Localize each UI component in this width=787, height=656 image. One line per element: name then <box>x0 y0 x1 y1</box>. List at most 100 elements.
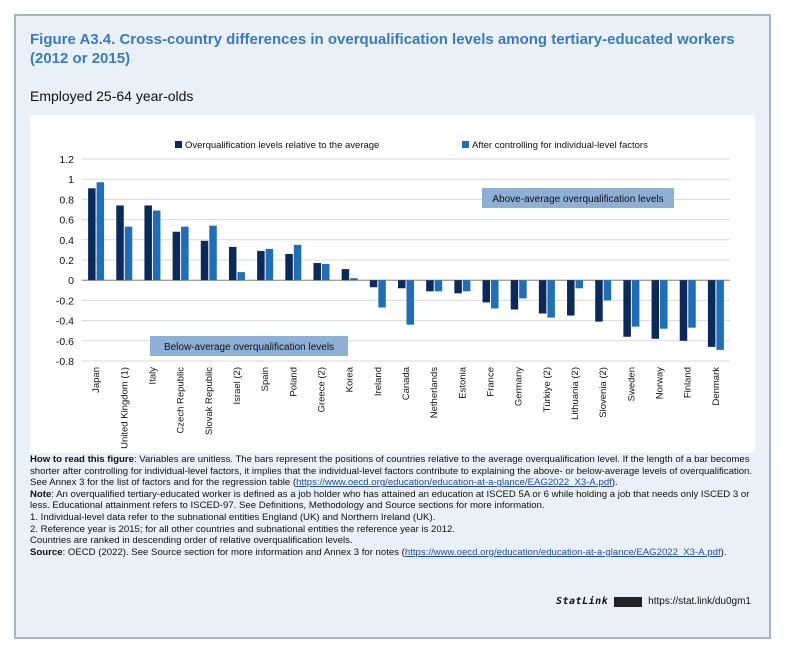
bar <box>257 250 265 281</box>
legend-swatch <box>462 141 469 148</box>
y-tick-label: -0.4 <box>56 316 74 328</box>
x-tick-label: Finland <box>683 367 694 398</box>
legend-label: After controlling for individual-level f… <box>472 140 648 151</box>
bar <box>538 280 547 314</box>
bar <box>491 280 499 309</box>
x-tick-label: Estonia <box>457 366 468 398</box>
bar <box>172 231 181 281</box>
bar <box>378 280 386 308</box>
bar <box>341 269 350 281</box>
x-tick-label: Korea <box>345 366 356 392</box>
source-link[interactable]: https://www.oecd.org/education/education… <box>404 546 721 558</box>
x-tick-label: Spain <box>260 367 271 391</box>
x-tick-label: Lithuania (2) <box>570 367 581 420</box>
bar <box>398 280 406 289</box>
below-average-label: Below-average overqualification levels <box>164 342 334 353</box>
bar <box>152 210 161 281</box>
y-tick-label: 1 <box>68 174 74 186</box>
x-tick-label: Slovak Republic <box>204 367 215 435</box>
x-tick-label: Poland <box>288 367 299 397</box>
x-tick-label: Norway <box>655 367 666 399</box>
x-tick-label: Ireland <box>373 367 384 396</box>
bar <box>237 272 245 281</box>
statlink-url[interactable]: https://stat.link/du0gm1 <box>648 596 751 607</box>
above-average-label: Above-average overqualification levels <box>492 194 663 205</box>
bar <box>679 280 688 341</box>
y-tick-label: 0.6 <box>59 215 74 227</box>
how-to-read-text: : Variables are unitless. The bars repre… <box>30 454 753 489</box>
bar <box>88 188 96 281</box>
bar <box>595 280 603 322</box>
bar <box>96 182 105 281</box>
bar <box>124 226 133 281</box>
x-tick-label: United Kingdom (1) <box>119 367 130 449</box>
bar <box>623 280 631 337</box>
bar <box>426 280 434 292</box>
y-tick-label: 1.2 <box>59 154 74 166</box>
bar <box>209 225 217 281</box>
y-tick-label: -0.6 <box>56 336 74 348</box>
bar <box>406 280 414 325</box>
bar <box>434 280 443 292</box>
regression-table-link[interactable]: https://www.oecd.org/education/education… <box>296 477 612 489</box>
bar <box>369 280 378 288</box>
below-average-box <box>150 336 348 356</box>
x-tick-label: Slovenia (2) <box>598 367 609 418</box>
x-tick-label: Sweden <box>626 367 637 401</box>
how-to-read-end: ). <box>611 477 618 489</box>
source-text: : OECD (2022). See Source section for mo… <box>62 546 405 558</box>
figure-title: Figure A3.4. Cross-country differences i… <box>30 31 735 67</box>
how-to-read-note: How to read this figure: Variables are u… <box>30 454 760 489</box>
bar <box>293 244 302 281</box>
y-tick-label: 0 <box>68 275 74 287</box>
x-tick-label: Türkiye (2) <box>542 367 553 412</box>
x-tick-label: Denmark <box>711 367 722 406</box>
y-tick-label: -0.8 <box>56 356 74 368</box>
bar <box>144 205 152 281</box>
y-tick-label: 0.8 <box>59 194 74 206</box>
bar <box>716 280 724 350</box>
figure-notes: How to read this figure: Variables are u… <box>30 454 760 558</box>
bar <box>454 280 462 294</box>
x-tick-label: France <box>486 367 497 397</box>
bar <box>181 226 189 281</box>
bar <box>482 280 491 303</box>
x-tick-label: Czech Republic <box>176 367 187 434</box>
bar <box>321 264 330 281</box>
bar <box>567 280 575 316</box>
bar <box>265 248 274 281</box>
bar <box>116 205 124 281</box>
statlink: StatLink https://stat.link/du0gm1 <box>556 596 751 607</box>
above-average-box <box>482 188 674 208</box>
source-end: ). <box>720 546 727 558</box>
legend-label: Overqualification levels relative to the… <box>185 140 379 151</box>
y-tick-label: 0.4 <box>59 235 74 247</box>
bar <box>228 246 237 281</box>
statlink-brand: StatLink <box>555 596 609 607</box>
x-tick-label: Netherlands <box>429 367 440 418</box>
x-tick-label: Japan <box>91 367 102 393</box>
note-text: : An overqualified tertiary-educated wor… <box>30 488 750 512</box>
ranking-note: Countries are ranked in descending order… <box>30 535 353 547</box>
bar <box>547 280 555 318</box>
bar <box>510 280 519 310</box>
statlink-logo-icon <box>614 596 643 607</box>
figure-subtitle: Employed 25-64 year-olds <box>30 88 194 104</box>
bar-chart: 1.2 1 0.8 0.6 0.4 0.2 0 -0.2 -0.4 -0.6 -0.8 Above-a… <box>56 140 730 449</box>
bar <box>631 280 640 327</box>
bar <box>688 280 696 328</box>
source-note: Source: OECD (2022). See Source section … <box>30 547 760 559</box>
figure-panel: Figure A3.4. Cross-country differences i… <box>14 14 771 639</box>
bar <box>462 280 471 292</box>
x-tick-label: Canada <box>401 366 412 400</box>
y-tick-label: 0.2 <box>59 255 74 267</box>
x-tick-label: Israel (2) <box>232 367 243 404</box>
x-tick-label: Italy <box>147 367 158 385</box>
bar <box>660 280 668 329</box>
footnote-1: 1. Individual-level data refer to the su… <box>30 511 436 523</box>
note-label: Note <box>30 488 52 500</box>
chart-area: 1.2 1 0.8 0.6 0.4 0.2 0 -0.2 -0.4 -0.6 -0.8 Above-a… <box>30 115 755 453</box>
bar <box>651 280 660 339</box>
y-tick-label: -0.2 <box>56 295 74 307</box>
bar <box>519 280 527 299</box>
